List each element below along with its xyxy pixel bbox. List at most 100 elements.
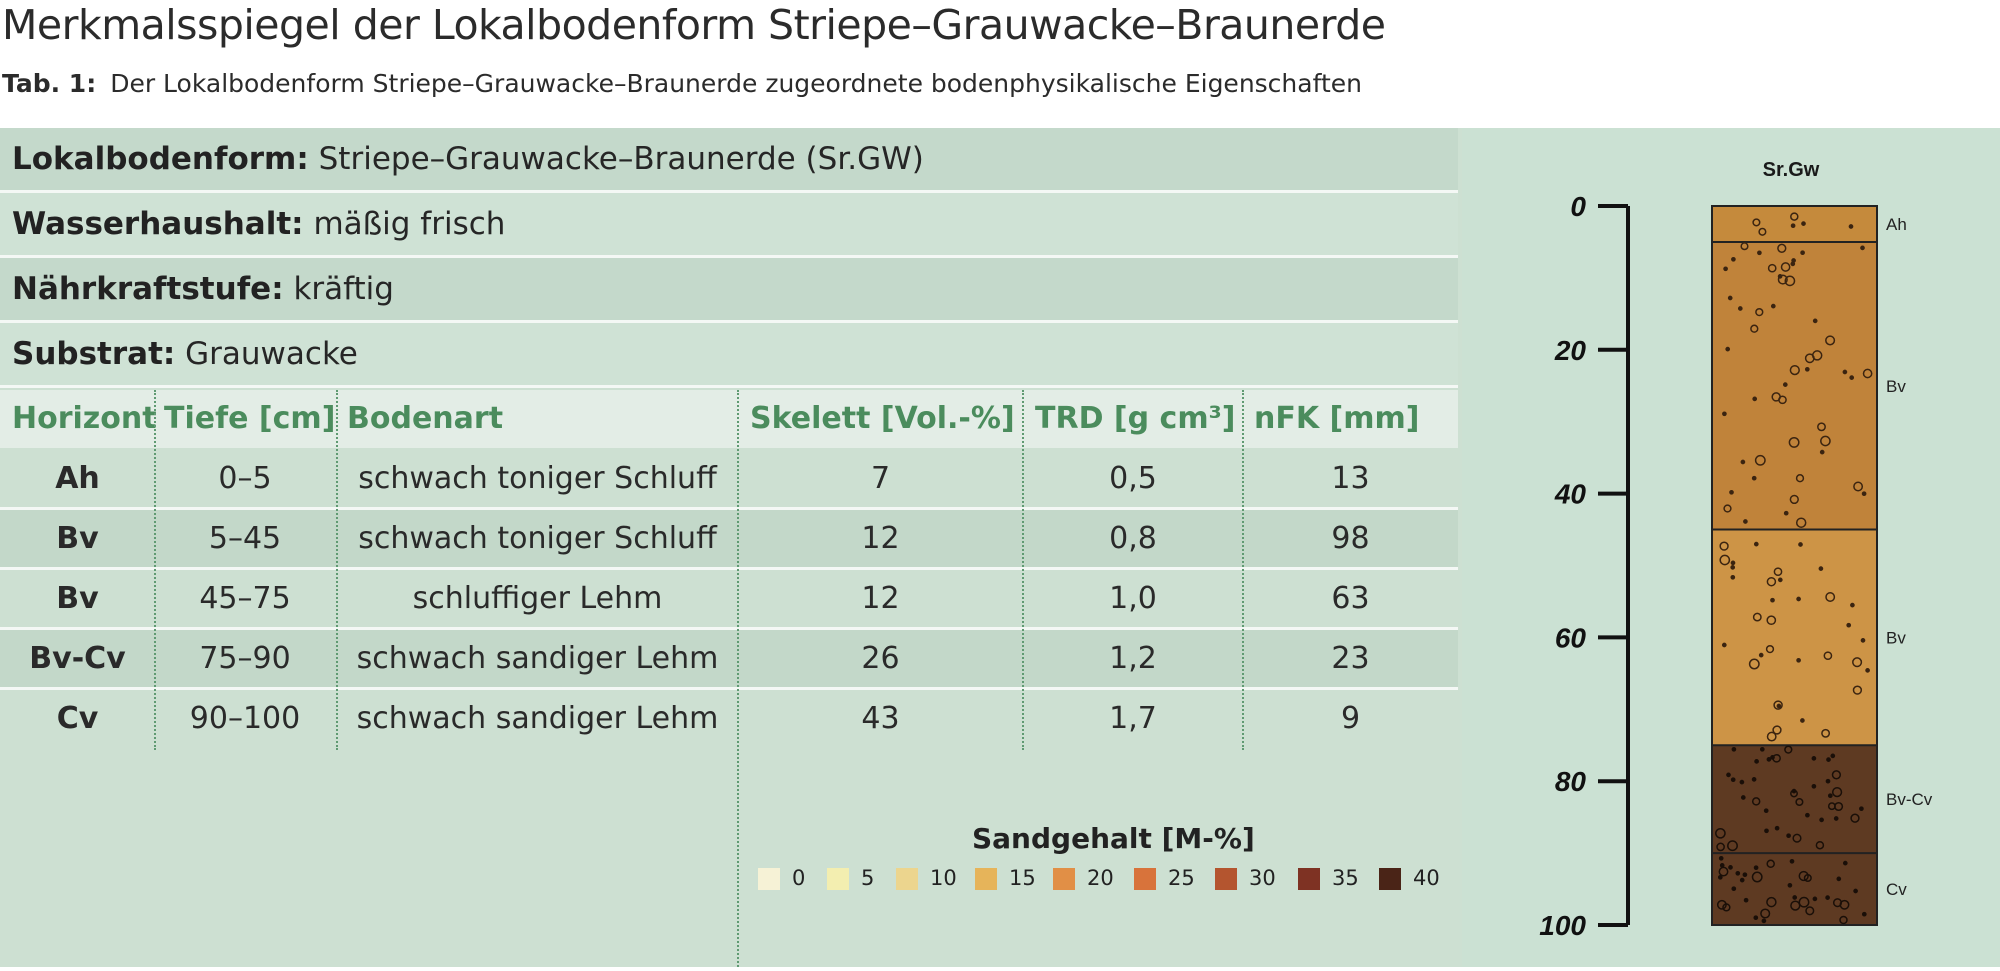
legend-label: 20: [1087, 866, 1114, 890]
stone: [1788, 436, 1800, 448]
stone: [1751, 777, 1757, 782]
stone: [1795, 797, 1804, 807]
info-value: Striepe–Grauwacke–Braunerde (Sr.GW): [318, 141, 924, 177]
horizon-label: Ah: [1886, 215, 1907, 234]
legend-swatch: [1298, 868, 1320, 890]
legend-label: 25: [1168, 866, 1195, 890]
stone: [1836, 876, 1842, 882]
stone: [1860, 245, 1865, 251]
horizon-label: Cv: [1886, 880, 1907, 899]
depth-tick-label: 0: [1570, 191, 1586, 222]
table-header: Horizont Tiefe [cm] Bodenart Skelett [Vo…: [0, 390, 1458, 448]
horizon-band: [1712, 529, 1877, 746]
row-divider: [0, 687, 1458, 690]
row-divider: [0, 507, 1458, 510]
stone: [1804, 366, 1810, 372]
stone: [1842, 369, 1848, 375]
stone: [1753, 865, 1759, 871]
legend-item: 20: [1053, 866, 1114, 890]
stone: [1792, 895, 1798, 900]
cell-trd: 1,2: [1109, 641, 1157, 676]
table-row: Bv-Cv 75–90 schwach sandiger Lehm 26 1,2…: [0, 630, 1458, 687]
stone: [1721, 642, 1727, 648]
stone: [1811, 350, 1823, 361]
stone: [1766, 859, 1775, 869]
stone: [1759, 746, 1765, 752]
stone: [1716, 899, 1727, 910]
column-header-tiefe: Tiefe [cm]: [164, 401, 336, 436]
stone: [1743, 519, 1748, 524]
cell-bodenart: schwach toniger Schluff: [358, 461, 717, 496]
cell-horizont: Bv: [56, 581, 99, 616]
info-row-wasserhaushalt: Wasserhaushalt: mäßig frisch: [0, 193, 1458, 255]
stone: [1798, 870, 1809, 882]
depth-axis: 0 20 40 60 80 100: [1539, 191, 1630, 941]
column-divider: [154, 390, 156, 750]
horizon-label: Bv: [1886, 628, 1906, 647]
stone: [1832, 898, 1843, 908]
stone: [1752, 396, 1758, 402]
cell-nfk: 9: [1340, 701, 1361, 736]
horizon-band: [1712, 853, 1877, 925]
stone: [1833, 816, 1839, 821]
legend-item: 0: [758, 866, 805, 890]
stone: [1766, 576, 1777, 587]
stone: [1722, 903, 1731, 912]
horizon-band: [1712, 241, 1877, 530]
legend-swatch: [1134, 868, 1156, 890]
cell-nfk: 13: [1331, 461, 1370, 496]
stone: [1787, 882, 1793, 888]
stone: [1718, 855, 1724, 861]
stone: [1817, 422, 1826, 432]
stone: [1774, 825, 1780, 831]
stone: [1765, 644, 1775, 654]
depth-tick-label: 40: [1554, 479, 1587, 510]
table-row: Bv 5–45 schwach toniger Schluff 12 0,8 9…: [0, 510, 1458, 567]
stone: [1753, 915, 1759, 921]
stone: [1800, 250, 1805, 256]
depth-tick-label: 100: [1539, 910, 1586, 941]
stone: [1723, 504, 1732, 513]
cell-horizont: Bv: [56, 521, 99, 556]
stone: [1730, 565, 1736, 570]
stone: [1742, 872, 1748, 878]
cell-bodenart: schwach sandiger Lehm: [356, 701, 719, 736]
stone: [1766, 615, 1777, 626]
table-caption: Tab. 1: Der Lokalbodenform Striepe–Grauwa…: [2, 66, 1362, 102]
legend-label: 0: [792, 866, 806, 890]
cell-nfk: 98: [1331, 521, 1370, 556]
stone: [1831, 770, 1842, 780]
stone: [1719, 863, 1725, 868]
soil-profile-diagram: Sr.Gw 0 20 40 60 80 100 Ah Bv Bv Bv-Cv Cv: [1539, 159, 1932, 941]
stone: [1777, 274, 1788, 285]
stone: [1789, 494, 1799, 505]
cell-horizont: Cv: [56, 701, 99, 736]
table-caption-label: Tab. 1:: [2, 69, 97, 98]
legend-item: 10: [896, 866, 957, 890]
stone: [1800, 718, 1805, 723]
row-divider: [0, 385, 1458, 388]
info-row-lokalbodenform: Lokalbodenform: Striepe–Grauwacke–Braune…: [0, 128, 1458, 190]
stone: [1852, 657, 1863, 668]
stone: [1842, 860, 1848, 866]
stone: [1739, 779, 1745, 785]
stone: [1716, 842, 1725, 852]
stone: [1789, 364, 1800, 376]
legend-swatch: [896, 868, 918, 890]
column-header-skelett: Skelett [Vol.-%]: [750, 401, 1015, 436]
soil-profile-panel: Sr.Gw 0 20 40 60 80 100 Ah Bv Bv Bv-Cv Cv: [1462, 128, 2000, 967]
cell-tiefe: 5–45: [208, 521, 282, 556]
stone: [1766, 896, 1777, 908]
legend-label: 35: [1332, 866, 1359, 890]
stone: [1831, 786, 1843, 798]
stone: [1805, 812, 1810, 818]
stone: [1725, 346, 1731, 352]
cell-tiefe: 90–100: [189, 701, 301, 736]
stone: [1790, 900, 1801, 911]
stone: [1771, 392, 1781, 402]
legend-swatch: [975, 868, 997, 890]
stone: [1825, 592, 1836, 602]
stone: [1796, 596, 1801, 602]
legend-swatch: [1053, 868, 1075, 890]
legend-item: 40: [1379, 866, 1440, 890]
